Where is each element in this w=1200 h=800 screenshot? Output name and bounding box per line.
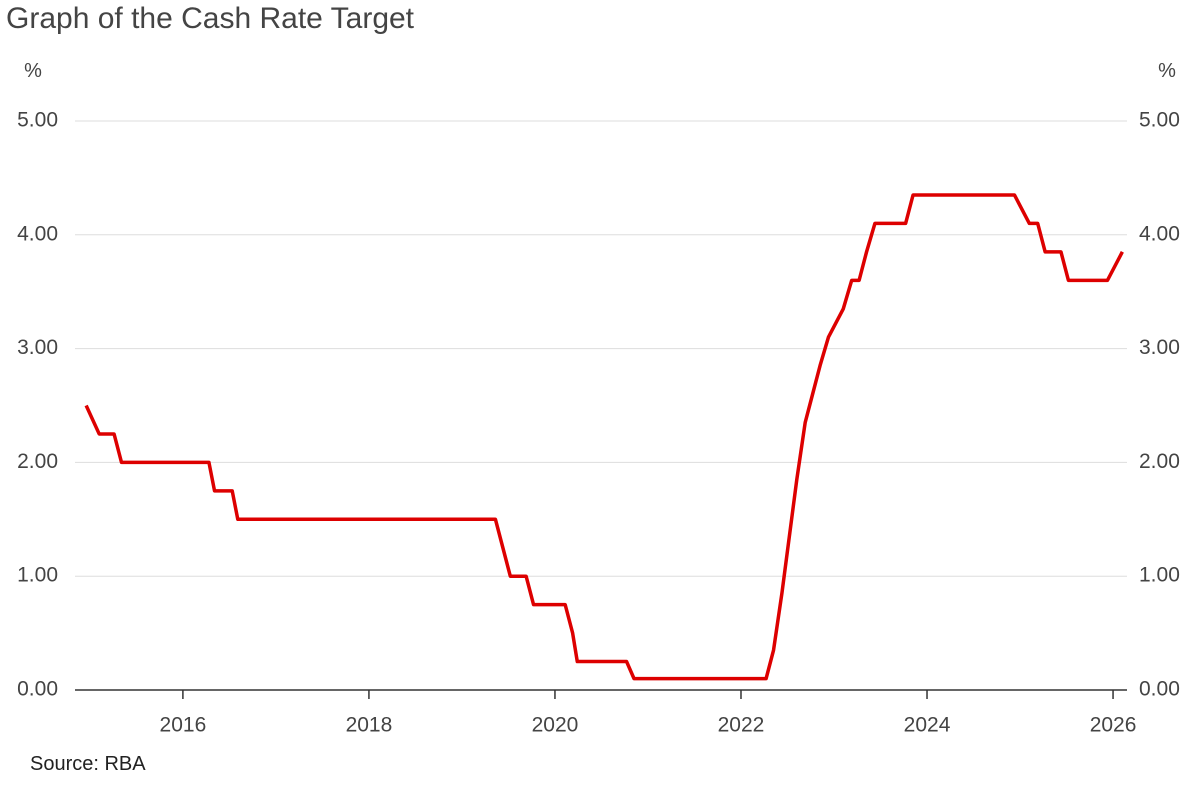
rate-line [84, 193, 1124, 681]
x-tick-label: 2026 [1090, 714, 1137, 737]
y2-tick-label: 3.00 [1139, 336, 1180, 359]
y-tick-label: 4.00 [17, 222, 58, 245]
chart-title: Graph of the Cash Rate Target [6, 2, 415, 35]
y-tick-label: 3.00 [17, 336, 58, 359]
y-tick-label: 5.00 [17, 109, 58, 132]
y2-tick-label: 5.00 [1139, 109, 1180, 132]
x-tick-label: 2020 [532, 714, 579, 737]
y-tick-label: 0.00 [17, 678, 58, 701]
x-tick-label: 2022 [718, 714, 765, 737]
y2-tick-label: 2.00 [1139, 450, 1180, 473]
y-unit-right: % [1158, 60, 1176, 82]
x-tick-label: 2016 [160, 714, 207, 737]
y-tick-label: 1.00 [17, 564, 58, 587]
x-tick-label: 2024 [904, 714, 951, 737]
y2-tick-label: 4.00 [1139, 222, 1180, 245]
y2-tick-label: 0.00 [1139, 678, 1180, 701]
y-unit-left: % [24, 60, 42, 82]
y-tick-label: 2.00 [17, 450, 58, 473]
y2-tick-label: 1.00 [1139, 564, 1180, 587]
source-note: Source: RBA [30, 753, 146, 775]
x-tick-label: 2018 [346, 714, 393, 737]
